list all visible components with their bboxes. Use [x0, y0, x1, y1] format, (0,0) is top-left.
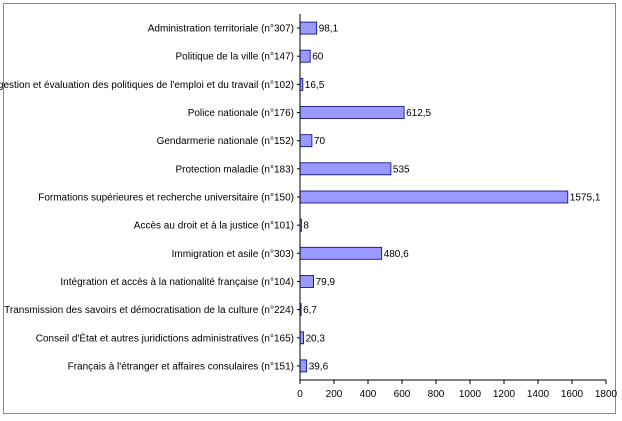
x-tick-label: 600: [394, 389, 411, 400]
bar: [299, 190, 569, 204]
x-tick-label: 1200: [493, 389, 516, 400]
value-label: 8: [303, 221, 309, 232]
bar: [299, 134, 313, 148]
chart-frame: [3, 3, 616, 414]
x-tick-label: 400: [360, 389, 377, 400]
bar: [299, 331, 304, 345]
bar: [299, 162, 392, 176]
value-label: 60: [312, 52, 324, 63]
bar: [299, 275, 315, 288]
category-label: Intégration et accès à la nationalité fr…: [60, 277, 294, 288]
category-label: Formations supérieures et recherche univ…: [38, 193, 294, 204]
value-label: 79,9: [316, 277, 336, 288]
category-label: Français à l'étranger et affaires consul…: [68, 361, 294, 372]
x-tick-label: 800: [428, 389, 445, 400]
bar: [299, 49, 311, 63]
category-label: Accès au droit et à la justice (n°101): [134, 221, 294, 232]
x-tick-label: 0: [297, 389, 303, 400]
value-label: 16,5: [305, 80, 325, 91]
category-label: Protection maladie (n°183): [175, 164, 294, 175]
category-label: Police nationale (n°176): [188, 108, 294, 119]
category-label: Administration territoriale (n°307): [148, 24, 294, 35]
value-label: 70: [314, 136, 326, 147]
x-tick-label: 1800: [595, 389, 618, 400]
value-label: 6,7: [303, 305, 317, 316]
bar: [299, 359, 308, 373]
bar: [299, 246, 383, 260]
value-label: 20,3: [306, 333, 326, 344]
bar: [299, 21, 318, 35]
value-label: 480,6: [384, 249, 409, 260]
category-label: Conseil d'État et autres juridictions ad…: [36, 331, 294, 344]
x-tick-label: 1600: [561, 389, 584, 400]
x-tick-label: 1000: [459, 389, 482, 400]
value-label: 39,6: [309, 361, 329, 372]
bar: [299, 106, 405, 119]
x-tick-label: 1400: [527, 389, 550, 400]
category-label: Conception, gestion et évaluation des po…: [0, 80, 294, 91]
x-tick-label: 200: [326, 389, 343, 400]
value-label: 535: [393, 164, 410, 175]
category-label: Immigration et asile (n°303): [172, 249, 294, 260]
value-label: 1575,1: [570, 193, 601, 204]
category-label: Gendarmerie nationale (n°152): [157, 136, 294, 147]
category-label: Transmission des savoirs et démocratisat…: [4, 305, 294, 316]
category-label: Politique de la ville (n°147): [175, 52, 294, 63]
value-label: 612,5: [406, 108, 431, 119]
value-label: 98,1: [319, 24, 339, 35]
